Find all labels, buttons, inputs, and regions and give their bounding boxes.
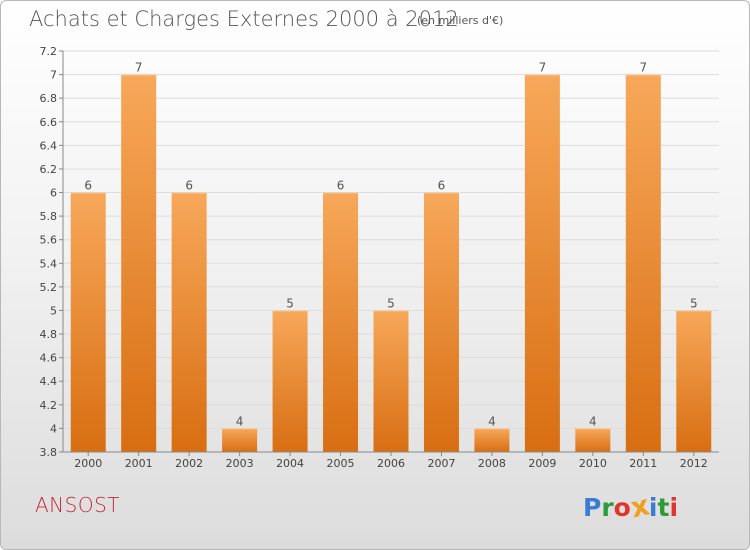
data-label: 5 — [286, 296, 294, 310]
logo-letter: i — [648, 493, 658, 522]
x-tick-label: 2001 — [125, 457, 153, 470]
y-tick-label: 5 — [50, 304, 57, 317]
data-label: 7 — [135, 61, 143, 75]
x-tick-label: 2004 — [276, 457, 304, 470]
y-tick-label: 5.6 — [40, 234, 58, 247]
y-tick-label: 6.4 — [40, 139, 58, 152]
bar-2006 — [373, 310, 409, 452]
y-tick-label: 4 — [50, 422, 57, 435]
y-tick-label: 4.2 — [40, 399, 58, 412]
x-tick-label: 2006 — [377, 457, 405, 470]
data-label: 7 — [639, 61, 647, 75]
y-tick-label: 4.6 — [40, 352, 58, 365]
y-tick-label: 6.8 — [40, 92, 58, 105]
data-label: 7 — [539, 61, 547, 75]
logo-letter: t — [657, 493, 670, 522]
bar-2000 — [70, 192, 106, 452]
x-tick-label: 2009 — [528, 457, 556, 470]
bar-2008 — [474, 428, 510, 452]
bar-2002 — [171, 192, 207, 452]
x-tick-label: 2002 — [175, 457, 203, 470]
y-tick-label: 7 — [50, 69, 57, 82]
logo-letter: P — [583, 493, 602, 522]
data-label: 5 — [387, 296, 395, 310]
y-tick-label: 5.8 — [40, 210, 58, 223]
logo-letter: i — [669, 493, 679, 522]
bar-2007 — [423, 192, 459, 452]
x-tick-label: 2012 — [680, 457, 708, 470]
data-label: 4 — [589, 414, 597, 428]
bar-2004 — [272, 310, 308, 452]
y-tick-label: 3.8 — [40, 446, 58, 459]
x-tick-label: 2000 — [74, 457, 102, 470]
y-tick-label: 6 — [50, 187, 57, 200]
chart-subtitle: (en milliers d'€) — [417, 14, 504, 27]
x-tick-label: 2008 — [478, 457, 506, 470]
bar-2005 — [323, 192, 359, 452]
logo-letter: o — [613, 493, 631, 522]
x-tick-label: 2011 — [629, 457, 657, 470]
y-tick-label: 5.4 — [40, 257, 58, 270]
x-tick-label: 2005 — [327, 457, 355, 470]
bar-2001 — [121, 74, 157, 453]
data-label: 6 — [337, 179, 345, 193]
chart-title: Achats et Charges Externes 2000 à 2012 — [29, 7, 459, 31]
y-tick-label: 5.2 — [40, 281, 58, 294]
bar-2010 — [575, 428, 611, 452]
data-label: 5 — [690, 296, 698, 310]
data-label: 6 — [185, 179, 193, 193]
data-label: 4 — [488, 414, 496, 428]
y-tick-label: 7.2 — [40, 45, 58, 58]
bar-2012 — [676, 310, 712, 452]
commune-name: ANSOST — [35, 493, 120, 517]
y-tick-label: 4.8 — [40, 328, 58, 341]
x-tick-label: 2003 — [226, 457, 254, 470]
y-tick-label: 6.6 — [40, 116, 58, 129]
logo-letter: r — [601, 493, 614, 522]
x-tick-label: 2007 — [427, 457, 455, 470]
bar-2011 — [625, 74, 661, 453]
x-tick-label: 2010 — [579, 457, 607, 470]
data-label: 4 — [236, 414, 244, 428]
proxiti-logo[interactable]: Proxiti — [583, 488, 679, 524]
y-tick-label: 6.2 — [40, 163, 58, 176]
data-label: 6 — [84, 179, 92, 193]
bar-2009 — [524, 74, 560, 453]
y-tick-label: 4.4 — [40, 375, 58, 388]
data-label: 6 — [438, 179, 446, 193]
bar-2003 — [222, 428, 258, 452]
